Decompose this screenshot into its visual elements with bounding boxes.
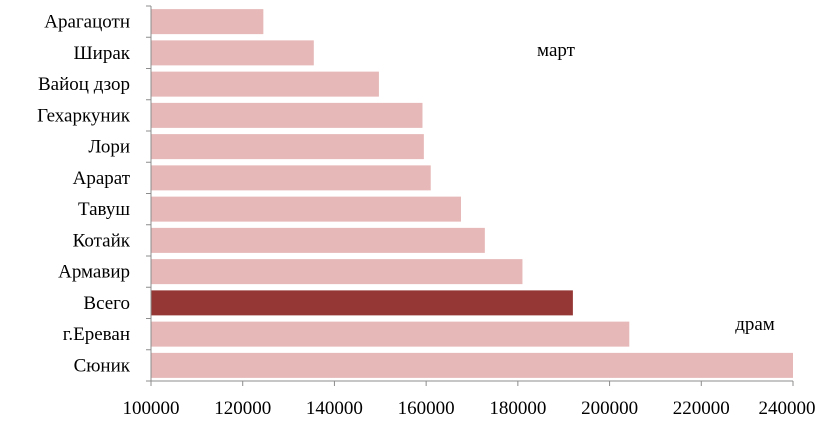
x-tick-label: 220000	[673, 398, 730, 419]
x-tick-labels: 100000 120000 140000 160000 180000 200000 2200…	[123, 398, 816, 419]
x-tick-label: 140000	[306, 398, 363, 419]
category-label: Ширак	[74, 43, 131, 64]
category-label: Лори	[88, 137, 130, 158]
x-tick-label: 120000	[214, 398, 271, 419]
bar-5	[151, 165, 431, 191]
bar-1	[151, 40, 314, 66]
annotation-month: март	[537, 40, 576, 61]
bar-11	[151, 352, 793, 378]
bar-4	[151, 134, 424, 160]
x-tick-label: 240000	[759, 398, 816, 419]
x-tick-label: 100000	[123, 398, 180, 419]
bar-0	[151, 9, 264, 35]
x-tick-label: 200000	[581, 398, 638, 419]
x-tick-label: 160000	[398, 398, 455, 419]
bar-10	[151, 321, 630, 347]
category-label: Армавир	[58, 262, 130, 283]
category-label: Арарат	[73, 168, 131, 189]
bar-8	[151, 259, 523, 285]
category-label: Котайк	[73, 230, 131, 251]
annotation-unit: драм	[735, 314, 775, 335]
category-label: Сюник	[74, 355, 131, 376]
category-label: Гехаркуник	[37, 105, 131, 126]
category-label: Арагацотн	[44, 12, 130, 33]
bars-layer	[151, 9, 793, 378]
bar-2	[151, 71, 379, 97]
bar-3	[151, 102, 423, 128]
bar-7	[151, 227, 485, 253]
category-label: Всего	[83, 293, 130, 314]
bar-6	[151, 196, 461, 222]
category-labels: Арагацотн Ширак Вайоц дзор Гехаркуник Лори Ар…	[37, 12, 131, 377]
category-label: Вайоц дзор	[38, 74, 130, 95]
axis-layer	[146, 5, 794, 386]
x-tick-label: 180000	[489, 398, 546, 419]
category-label: Тавуш	[78, 199, 130, 220]
bar-9	[151, 290, 573, 316]
category-label: г.Ереван	[63, 324, 130, 345]
